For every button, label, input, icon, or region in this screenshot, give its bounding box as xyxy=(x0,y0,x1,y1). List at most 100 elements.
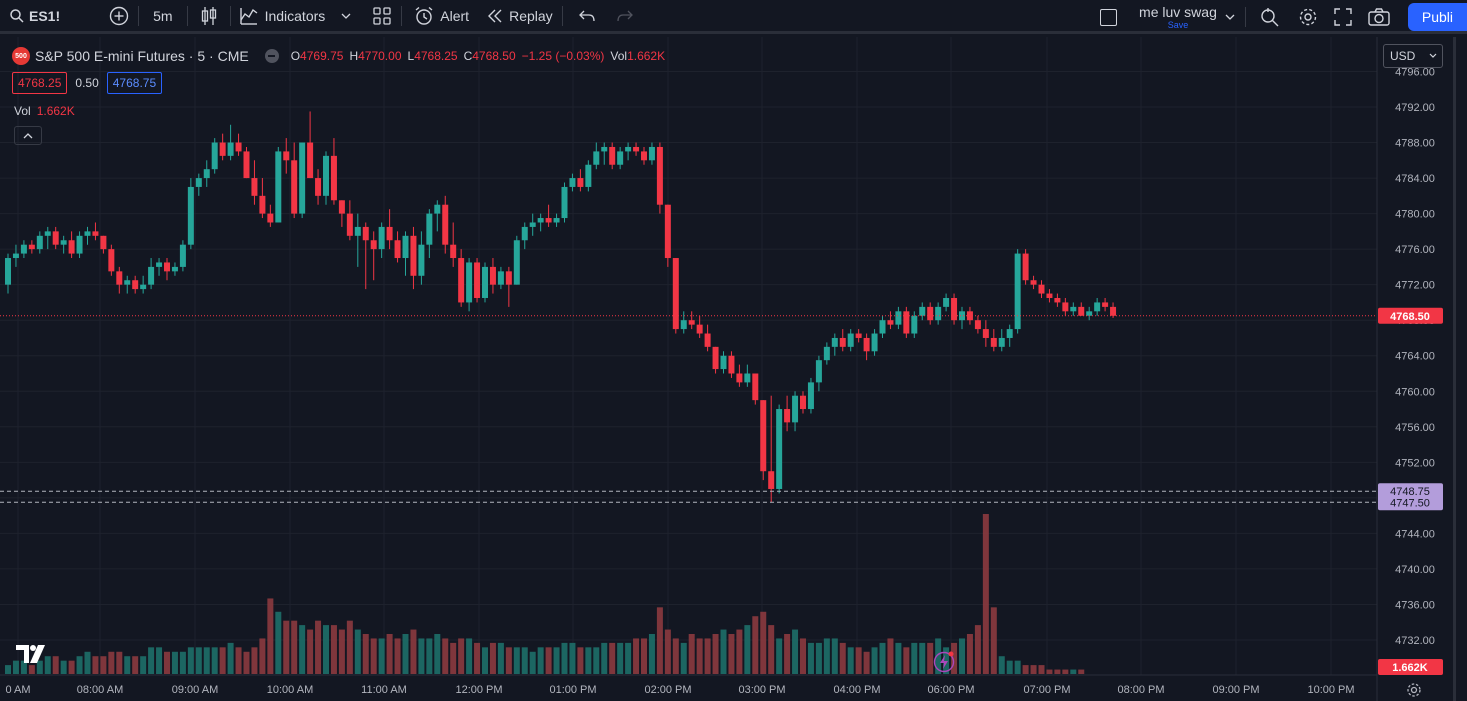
candle-body xyxy=(736,373,743,383)
volume-bar xyxy=(776,638,783,674)
currency-select[interactable]: USD xyxy=(1383,44,1443,68)
candle-body xyxy=(283,151,290,161)
symbol-search[interactable]: ES1! xyxy=(0,0,69,33)
volume-bar xyxy=(792,629,799,674)
collapse-legend-button[interactable] xyxy=(14,126,42,145)
volume-bar xyxy=(402,634,409,674)
volume-bar xyxy=(267,598,274,674)
volume-bar xyxy=(418,638,425,674)
volume-bar xyxy=(704,638,711,674)
price-tick-label: 4784.00 xyxy=(1395,173,1435,185)
time-tick-label: 0 AM xyxy=(5,684,30,696)
volume-bar xyxy=(235,647,242,674)
redo-button[interactable] xyxy=(607,0,643,33)
candle-body xyxy=(545,218,552,223)
volume-bar xyxy=(664,629,671,674)
volume-bar xyxy=(736,629,743,674)
volume-bar xyxy=(179,651,186,674)
candle-body xyxy=(315,178,322,196)
candle-body xyxy=(847,333,854,347)
volume-bar xyxy=(20,660,27,674)
volume-bar xyxy=(800,638,806,674)
price-tick-label: 4760.00 xyxy=(1395,386,1435,398)
volume-bar xyxy=(434,634,441,674)
series-title[interactable]: S&P 500 E-mini Futures · 5 · CME xyxy=(35,48,249,64)
candle-body xyxy=(76,235,83,254)
candle-body xyxy=(1038,284,1045,294)
undo-button[interactable] xyxy=(563,0,607,33)
volume-bar xyxy=(323,625,329,674)
candle-body xyxy=(195,178,202,187)
chevron-down-icon xyxy=(1429,53,1437,58)
replay-button[interactable]: Replay xyxy=(478,0,562,33)
candle-body xyxy=(521,226,528,241)
volume-bar xyxy=(537,647,544,674)
publish-button[interactable]: Publi xyxy=(1407,3,1467,31)
volume-bar xyxy=(720,629,727,674)
volume-bar xyxy=(426,638,433,674)
scale-settings-icon[interactable] xyxy=(1406,682,1422,698)
chart-pane[interactable]: 4796.00 4792.00 4788.00 4784.00 4780.00 4776.… xyxy=(0,37,1453,701)
right-toolbar-rail[interactable] xyxy=(1453,37,1467,701)
layout-menu-button[interactable] xyxy=(1223,0,1245,34)
volume-bar xyxy=(283,620,290,674)
volume-bar xyxy=(569,642,576,674)
layout-name-button[interactable]: me luv swag Save xyxy=(1131,5,1223,30)
layouts-button[interactable] xyxy=(367,0,401,33)
chart-canvas[interactable]: 4796.00 4792.00 4788.00 4784.00 4780.00 4776.… xyxy=(0,37,1453,701)
toolbar-divider xyxy=(186,5,188,26)
candle-body xyxy=(919,306,926,316)
level-line-label: 4747.50 xyxy=(1390,497,1430,509)
ask-button[interactable]: 4768.75 xyxy=(106,72,163,94)
candle-body xyxy=(513,240,520,285)
candle-body xyxy=(171,266,178,272)
bid-button[interactable]: 4768.25 xyxy=(12,72,68,94)
candle-body xyxy=(5,258,11,285)
hide-series-icon[interactable] xyxy=(264,49,279,63)
settings-button[interactable] xyxy=(1290,0,1326,34)
compare-button[interactable] xyxy=(69,0,138,33)
candle-body xyxy=(1102,302,1109,307)
layout-checkbox-icon[interactable] xyxy=(1100,8,1118,26)
indicators-button[interactable]: Indicators xyxy=(231,0,368,33)
candle-body xyxy=(132,280,139,290)
candle-body xyxy=(744,373,751,383)
replay-label: Replay xyxy=(509,7,553,24)
volume-bar xyxy=(187,647,194,674)
toolbar-divider xyxy=(401,5,403,26)
volume-legend-label[interactable]: Vol xyxy=(14,104,31,118)
candle-body xyxy=(688,320,695,325)
candle-body xyxy=(974,320,981,330)
candle-body xyxy=(362,226,369,241)
candle-body xyxy=(1110,306,1117,316)
lightning-icon[interactable] xyxy=(933,651,955,673)
snapshot-button[interactable] xyxy=(1360,0,1398,34)
volume-bar xyxy=(585,647,592,674)
volume-bar xyxy=(752,616,759,674)
volume-bar xyxy=(474,642,481,674)
interval-button[interactable]: 5m xyxy=(139,0,186,33)
volume-bar xyxy=(641,638,647,674)
price-tick-label: 4764.00 xyxy=(1395,351,1435,363)
sp500-logo-icon: 500 xyxy=(12,47,30,65)
candle-body xyxy=(863,337,870,352)
candle-body xyxy=(338,200,345,214)
quick-search-button[interactable] xyxy=(1246,0,1290,34)
tradingview-logo-icon[interactable] xyxy=(16,645,48,663)
alert-button[interactable]: Alert xyxy=(402,0,478,33)
time-tick-label: 10:00 AM xyxy=(267,684,313,696)
price-tick-label: 4752.00 xyxy=(1395,457,1435,469)
volume-bar xyxy=(164,651,170,674)
volume-bar xyxy=(633,638,640,674)
volume-bar xyxy=(315,620,322,674)
volume-bar xyxy=(28,665,35,674)
open-key: O xyxy=(290,49,301,63)
candle-body xyxy=(601,146,608,152)
level-labels-bg xyxy=(1378,483,1443,511)
alarm-clock-icon xyxy=(415,6,433,25)
fullscreen-button[interactable] xyxy=(1326,0,1360,34)
chart-type-button[interactable] xyxy=(188,0,230,33)
candle-body xyxy=(370,240,377,250)
volume-bar xyxy=(760,611,767,674)
candle-body xyxy=(815,360,822,383)
